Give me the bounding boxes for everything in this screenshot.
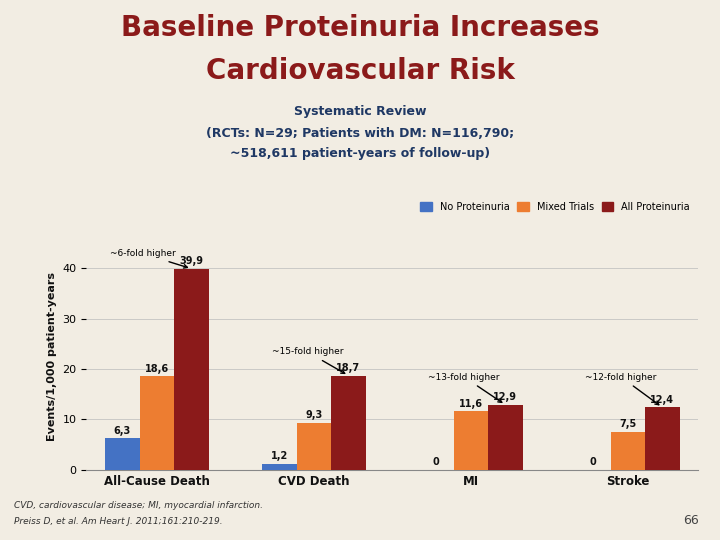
Text: ~15-fold higher: ~15-fold higher	[271, 347, 345, 373]
Text: ~13-fold higher: ~13-fold higher	[428, 373, 502, 402]
Text: Cardiovascular Risk: Cardiovascular Risk	[206, 57, 514, 85]
Text: 11,6: 11,6	[459, 399, 483, 409]
Text: 0: 0	[433, 457, 440, 467]
Bar	[331, 375, 366, 470]
Text: 66: 66	[683, 514, 698, 526]
Text: Preiss D, et al. Am Heart J. 2011;161:210-219.: Preiss D, et al. Am Heart J. 2011;161:21…	[14, 517, 223, 526]
Bar	[645, 407, 680, 470]
Text: 18,6: 18,6	[145, 363, 169, 374]
Bar	[105, 438, 140, 470]
Text: ~518,611 patient-years of follow-up): ~518,611 patient-years of follow-up)	[230, 147, 490, 160]
Y-axis label: Events/1,000 patient-years: Events/1,000 patient-years	[47, 272, 57, 441]
Text: 7,5: 7,5	[619, 420, 636, 429]
Legend: No Proteinuria, Mixed Trials, All Proteinuria: No Proteinuria, Mixed Trials, All Protei…	[416, 198, 693, 216]
Text: ~6-fold higher: ~6-fold higher	[110, 249, 187, 268]
Text: 12,9: 12,9	[493, 392, 518, 402]
Bar	[454, 411, 488, 470]
Bar	[174, 269, 209, 470]
Text: Systematic Review: Systematic Review	[294, 105, 426, 118]
Text: 1,2: 1,2	[271, 451, 288, 461]
Text: (RCTs: N=29; Patients with DM: N=116,790;: (RCTs: N=29; Patients with DM: N=116,790…	[206, 127, 514, 140]
Text: Baseline Proteinuria Increases: Baseline Proteinuria Increases	[121, 14, 599, 42]
Bar	[297, 423, 331, 470]
Bar	[488, 405, 523, 470]
Text: 39,9: 39,9	[179, 256, 204, 266]
Bar	[140, 376, 174, 470]
Text: 18,7: 18,7	[336, 363, 361, 373]
Text: ~12-fold higher: ~12-fold higher	[585, 373, 659, 405]
Text: 9,3: 9,3	[305, 410, 323, 421]
Text: 0: 0	[590, 457, 597, 467]
Text: 6,3: 6,3	[114, 426, 131, 436]
Text: 12,4: 12,4	[650, 395, 675, 405]
Bar	[262, 464, 297, 470]
Bar	[611, 432, 645, 470]
Text: CVD, cardiovascular disease; MI, myocardial infarction.: CVD, cardiovascular disease; MI, myocard…	[14, 501, 264, 510]
